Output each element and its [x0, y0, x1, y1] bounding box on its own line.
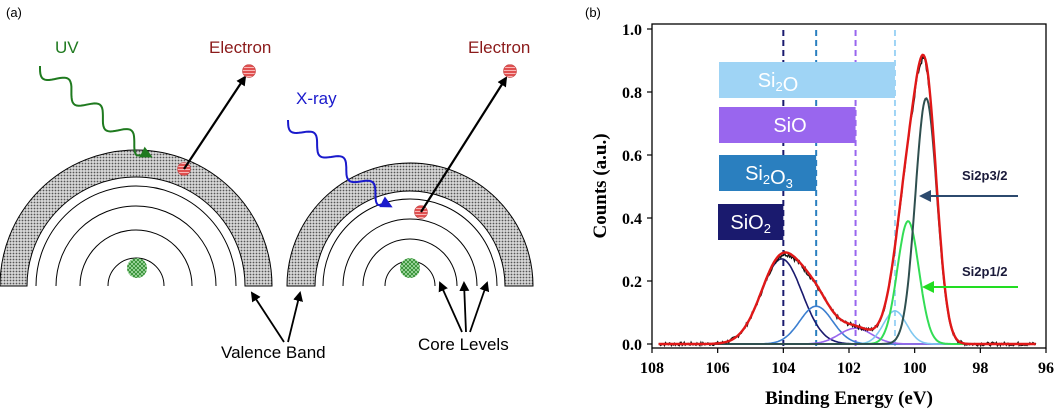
valence-pointer-left [250, 291, 285, 343]
legend-box-text: SiO2 [730, 212, 771, 236]
component-sio [658, 327, 1036, 345]
x-tick-label: 96 [1038, 360, 1054, 377]
core-pointer-3 [469, 281, 490, 333]
legend-box-fill [719, 62, 895, 98]
x-tick-label: 102 [837, 360, 861, 377]
left-emitted-electron [242, 64, 256, 78]
legend-box-sio: SiO [719, 107, 856, 143]
left-valence-band [0, 149, 273, 287]
x-tick-label: 104 [771, 360, 795, 377]
right-emitted-electron [503, 64, 517, 78]
legend-box-text: Si2O [758, 70, 799, 96]
valence-pointer-right [287, 291, 303, 343]
y-tick-label: 0.8 [622, 85, 642, 102]
right-nucleus [400, 258, 420, 278]
right-valence-band [286, 162, 534, 287]
right-emission-arrow [420, 76, 508, 213]
valence-band-label: Valence Band [221, 343, 326, 362]
right-shell-3 [362, 238, 458, 287]
panel-b-label: (b) [585, 5, 601, 20]
y-axis-ticks: 0.0 0.2 0.4 0.6 0.8 1.0 [622, 22, 652, 354]
core-levels-pointers [438, 281, 490, 333]
legend-box-text: SiO [773, 115, 806, 137]
legend-box-sio2: SiO2 [718, 204, 784, 240]
panel-a-label: (a) [6, 5, 22, 20]
measured-spectrum [658, 55, 1037, 348]
legend-box-si2o: Si2O [719, 62, 895, 98]
left-shell-1 [35, 185, 237, 287]
left-emission-arrow [183, 75, 247, 170]
panel-a: (a) Electron UV Electr [0, 5, 534, 362]
right-shell-1 [322, 198, 498, 287]
fit-envelope [658, 53, 1036, 346]
y-tick-label: 0.2 [622, 274, 642, 291]
right-electron-label: Electron [468, 38, 530, 57]
y-tick-label: 0.0 [622, 337, 642, 354]
y-tick-label: 0.6 [622, 148, 642, 165]
si2p32-label: Si2p3/2 [962, 168, 1008, 183]
y-tick-label: 0.4 [622, 211, 642, 228]
y-tick-label: 1.0 [622, 22, 642, 39]
legend-boxes: Si2O SiO Si2O3 SiO2 [718, 62, 895, 240]
x-tick-label: 106 [706, 360, 730, 377]
right-atom: Electron X-ray [286, 38, 534, 287]
left-shell-2 [55, 205, 217, 287]
legend-box-fill [718, 204, 784, 240]
left-electron-label: Electron [209, 38, 271, 57]
component-si2o [658, 310, 1036, 345]
xray-photon-arrow [287, 119, 393, 208]
legend-box-fill [719, 107, 856, 143]
x-tick-label: 108 [640, 360, 664, 377]
left-atom: Electron UV [0, 38, 273, 287]
left-shell-3 [79, 229, 193, 287]
xps-plot: Si2O SiO Si2O3 SiO2 108 106 104 102 100 98 96 0.0… [622, 22, 1054, 377]
si2p12-label: Si2p1/2 [962, 264, 1008, 279]
legend-box-text: Si2O3 [745, 163, 793, 191]
panel-b: (b) Si2O SiO Si2O3 SiO2 108 106 104 102 100 98 96… [585, 5, 1054, 409]
fit-curves [658, 53, 1037, 348]
y-axis-label: Counts (a.u.) [590, 133, 611, 238]
valence-band-pointers [250, 291, 303, 343]
core-pointer-2 [459, 281, 470, 333]
x-axis-label: Binding Energy (eV) [765, 388, 933, 409]
legend-box-si2o3: Si2O3 [719, 155, 817, 191]
uv-label: UV [55, 38, 79, 57]
legend-box-fill [719, 155, 817, 191]
uv-photon-arrow [39, 66, 153, 158]
x-tick-label: 100 [903, 360, 927, 377]
core-levels-label: Core Levels [418, 335, 509, 354]
x-tick-label: 98 [972, 360, 988, 377]
x-axis-ticks: 108 106 104 102 100 98 96 [640, 348, 1054, 377]
left-shell-4 [107, 257, 165, 287]
core-pointer-1 [438, 281, 463, 333]
left-nucleus [127, 258, 147, 278]
xray-label: X-ray [296, 89, 337, 108]
right-shell-2 [342, 218, 478, 287]
